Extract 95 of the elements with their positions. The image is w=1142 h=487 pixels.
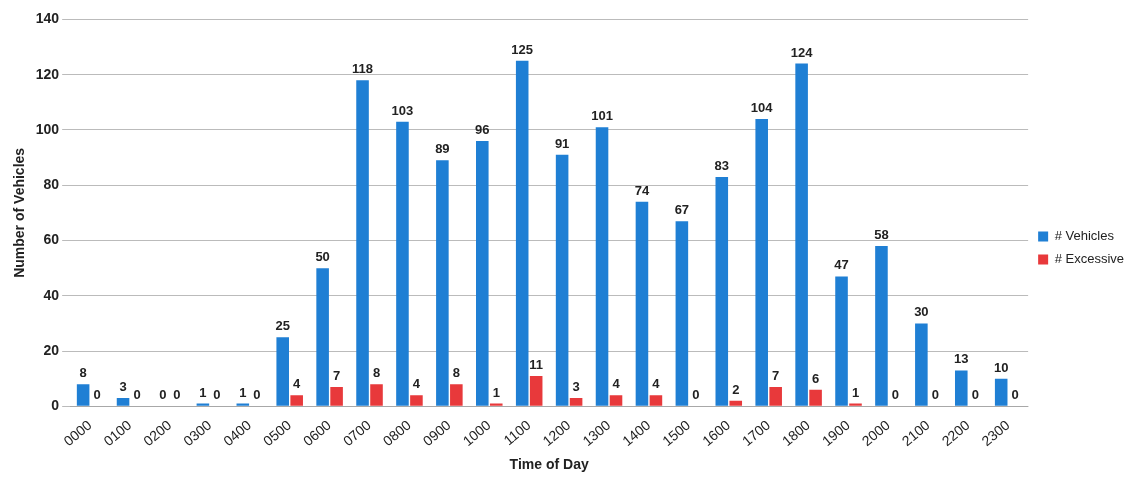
data-label: 25: [275, 318, 290, 334]
y-tick-label: 140: [35, 10, 60, 27]
bar: [755, 118, 768, 406]
bar: [635, 201, 649, 406]
data-label: 8: [372, 365, 381, 381]
data-label: 4: [412, 376, 421, 392]
data-label: 2: [732, 381, 740, 397]
bar: [769, 386, 782, 406]
y-tick-label: 100: [35, 120, 60, 137]
bar: [370, 384, 383, 406]
bar: [290, 395, 303, 406]
bar: [715, 176, 729, 406]
data-label: 0: [891, 387, 900, 403]
bar: [595, 127, 609, 406]
data-label: 13: [954, 351, 969, 367]
x-axis-title: Time of Day: [509, 456, 589, 473]
data-label: 0: [931, 387, 939, 403]
data-label: 101: [591, 108, 613, 124]
y-tick-label: 20: [43, 341, 60, 358]
y-tick-label: 120: [35, 65, 60, 82]
data-label: 96: [475, 122, 490, 138]
data-label: 11: [529, 356, 544, 372]
bar: [835, 276, 848, 406]
bar: [410, 395, 423, 406]
data-label: 67: [674, 202, 690, 218]
y-tick-label: 80: [43, 176, 60, 193]
bar: [875, 246, 888, 406]
bar: [529, 375, 543, 406]
bar: [396, 121, 409, 406]
legend-label: # Excessive: [1054, 251, 1125, 267]
bar: [356, 80, 369, 406]
data-label: 0: [93, 387, 101, 403]
bar: [915, 323, 928, 406]
data-label: 1: [199, 384, 207, 400]
bar: [609, 395, 623, 406]
data-label: 1: [492, 384, 500, 400]
data-label: 6: [811, 370, 820, 386]
data-label: 4: [652, 376, 661, 392]
data-label: 30: [914, 304, 929, 320]
bar: [116, 398, 130, 406]
data-label: 3: [119, 379, 127, 395]
data-label: 47: [834, 257, 849, 273]
data-label: 58: [874, 227, 889, 243]
data-label: 10: [993, 359, 1009, 375]
y-tick-label: 0: [51, 397, 60, 414]
data-label: 74: [634, 182, 650, 198]
data-label: 1: [851, 384, 860, 400]
bar: [330, 386, 343, 406]
data-label: 0: [971, 387, 979, 403]
data-label: 89: [435, 141, 450, 157]
data-label: 7: [332, 368, 341, 384]
data-label: 0: [1011, 387, 1019, 403]
data-label: 83: [714, 158, 730, 174]
bar: [316, 268, 329, 406]
data-label: 50: [315, 249, 330, 265]
data-label: 125: [511, 41, 534, 57]
bar: [795, 63, 808, 406]
data-label: 0: [159, 387, 167, 403]
data-label: 8: [452, 365, 460, 381]
y-tick-label: 40: [43, 286, 60, 303]
data-label: 0: [133, 387, 141, 403]
bar: [994, 378, 1008, 406]
bar: [555, 154, 569, 406]
data-label: 3: [572, 379, 580, 395]
bar: [76, 384, 90, 406]
bar: [849, 403, 862, 406]
bar: [489, 403, 503, 406]
bar: [515, 60, 529, 406]
bar: [450, 384, 463, 406]
bar: [954, 370, 968, 406]
data-label: 124: [790, 44, 814, 60]
bar: [276, 337, 289, 406]
bar: [809, 389, 822, 406]
data-label: 104: [750, 99, 774, 115]
data-label: 118: [352, 61, 374, 77]
data-label: 91: [554, 135, 570, 151]
data-label: 103: [391, 102, 414, 118]
data-label: 7: [772, 368, 780, 384]
bar: [675, 221, 689, 406]
data-label: 0: [173, 387, 181, 403]
bar: [476, 141, 489, 406]
bar: [649, 395, 663, 406]
y-axis-title: Number of Vehicles: [11, 147, 28, 278]
data-label: 1: [239, 384, 247, 400]
data-label: 0: [253, 387, 261, 403]
data-label: 0: [213, 387, 221, 403]
data-label: 8: [79, 365, 87, 381]
bar: [729, 400, 743, 406]
bar: [436, 160, 449, 406]
legend-label: # Vehicles: [1054, 228, 1115, 244]
data-label: 0: [692, 387, 700, 403]
data-label: 4: [293, 376, 302, 392]
y-tick-label: 60: [43, 231, 60, 248]
data-label: 4: [612, 376, 621, 392]
bar: [569, 398, 583, 406]
